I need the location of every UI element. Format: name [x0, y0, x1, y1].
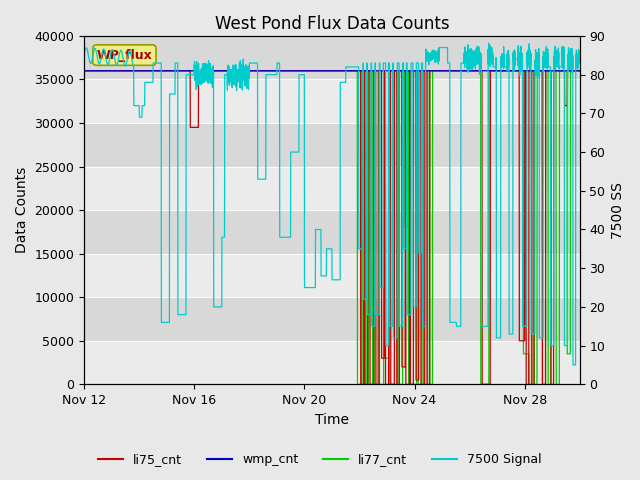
Y-axis label: 7500 SS: 7500 SS [611, 182, 625, 239]
X-axis label: Time: Time [315, 413, 349, 427]
Legend: li75_cnt, wmp_cnt, li77_cnt, 7500 Signal: li75_cnt, wmp_cnt, li77_cnt, 7500 Signal [93, 448, 547, 471]
Bar [84, 297, 580, 341]
Bar [84, 36, 580, 80]
Bar [84, 341, 580, 384]
Bar [84, 80, 580, 123]
Text: WP_flux: WP_flux [97, 48, 152, 61]
Bar [84, 254, 580, 297]
Bar [84, 123, 580, 167]
Bar [84, 210, 580, 254]
Bar [84, 167, 580, 210]
Y-axis label: Data Counts: Data Counts [15, 167, 29, 253]
Title: West Pond Flux Data Counts: West Pond Flux Data Counts [214, 15, 449, 33]
